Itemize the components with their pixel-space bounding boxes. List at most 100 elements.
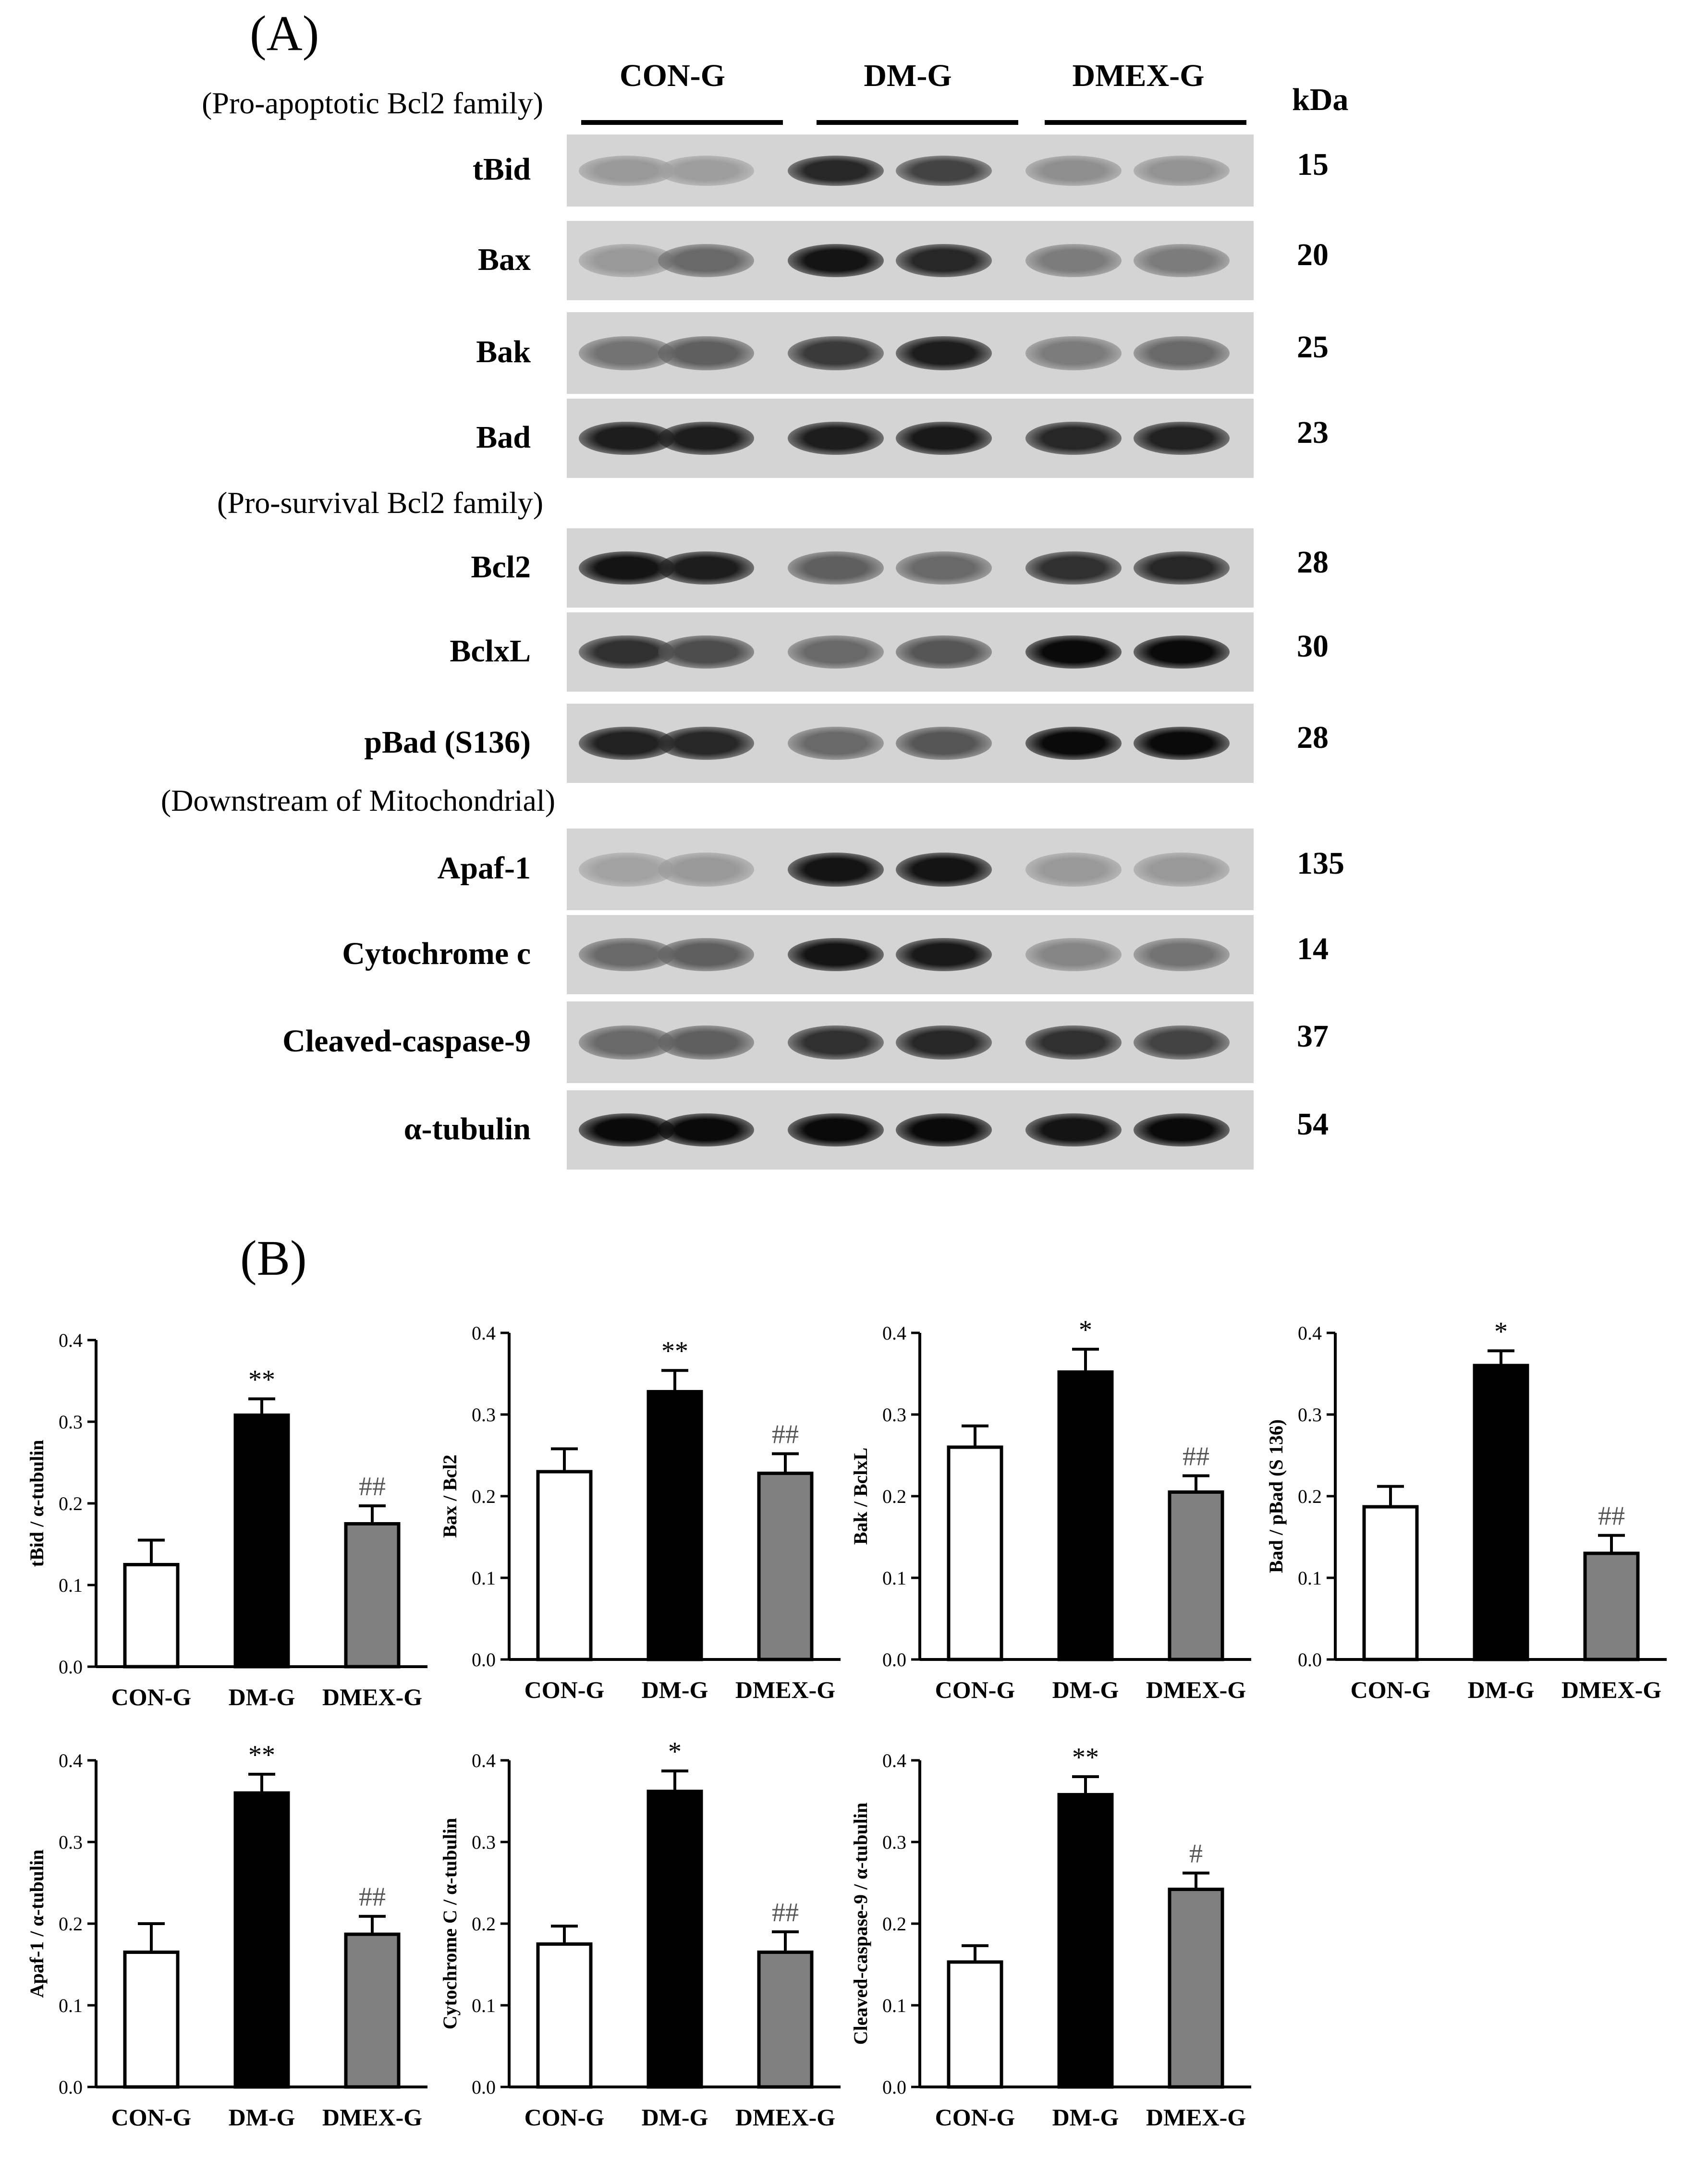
blot-kda: 28 <box>1297 544 1329 580</box>
y-tick-label: 0.2 <box>59 1913 83 1935</box>
bar-con-g <box>1362 1505 1419 1661</box>
blot-band <box>658 853 754 887</box>
blot-band <box>658 551 754 585</box>
y-tick-label: 0.2 <box>1298 1486 1322 1507</box>
blot-band <box>788 422 884 455</box>
group-line-con-g <box>581 120 783 125</box>
x-tick-label: DMEX-G <box>322 2104 422 2131</box>
y-tick-label: 0.4 <box>882 1750 906 1771</box>
blot-strip <box>567 829 1254 910</box>
significance-mark: ## <box>359 1472 386 1501</box>
section-label-pro-apoptotic: (Pro-apoptotic Bcl2 family) <box>202 86 543 120</box>
blot-band <box>788 727 884 760</box>
y-tick-label: 0.1 <box>59 1995 83 2016</box>
significance-mark: * <box>1079 1315 1092 1345</box>
blot-band <box>1025 727 1122 760</box>
blot-strip <box>567 612 1254 692</box>
blot-band <box>788 1025 884 1060</box>
blot-band <box>896 853 992 887</box>
y-tick-label: 0.4 <box>882 1322 906 1344</box>
section-label-downstream: (Downstream of Mitochondrial) <box>160 783 555 817</box>
x-tick-label: CON-G <box>935 2104 1015 2131</box>
bar-dm-g <box>647 1390 703 1661</box>
blot-strip <box>567 1001 1254 1083</box>
blot-kda: 37 <box>1297 1019 1329 1054</box>
blot-kda: 135 <box>1297 846 1344 881</box>
blot-band <box>1025 156 1122 186</box>
y-axis-label: Apaf-1 / α-tubulin <box>26 1849 48 1998</box>
blot-band <box>1025 244 1122 277</box>
x-tick-label: CON-G <box>525 2104 605 2131</box>
blot-band <box>1134 336 1230 370</box>
blot-label: pBad (S136) <box>364 724 531 760</box>
significance-mark: ## <box>1183 1442 1209 1472</box>
panel-b-letter: (B) <box>240 1231 307 1286</box>
x-tick-label: DMEX-G <box>1146 1676 1246 1703</box>
blot-band <box>896 1113 992 1147</box>
y-tick-label: 0.2 <box>472 1486 496 1507</box>
y-tick-label: 0.0 <box>882 2076 906 2098</box>
significance-mark: * <box>1494 1317 1508 1346</box>
blot-label: Bak <box>476 334 531 369</box>
bar-con-g <box>947 1960 1003 2089</box>
y-tick-label: 0.4 <box>59 1330 83 1351</box>
bar-dm-g <box>1057 1793 1114 2089</box>
y-axis-label: tBid / α-tubulin <box>26 1440 48 1567</box>
bar-dm-g <box>233 1413 290 1669</box>
x-tick-label: CON-G <box>525 1676 605 1703</box>
panel-a-letter: (A) <box>250 6 319 61</box>
blot-label: Cleaved-caspase-9 <box>282 1024 531 1059</box>
blot-band <box>1134 244 1230 277</box>
blot-strip <box>567 134 1254 207</box>
x-tick-label: DM-G <box>1052 2104 1119 2131</box>
blot-band <box>1025 938 1122 971</box>
y-tick-label: 0.3 <box>472 1831 496 1853</box>
significance-mark: ## <box>772 1898 799 1927</box>
y-axis-label: Bad / pBad (S 136) <box>1265 1419 1287 1573</box>
blot-label: α-tubulin <box>403 1111 531 1147</box>
x-tick-label: CON-G <box>111 1683 192 1710</box>
blot-band <box>658 156 754 186</box>
bar-dmex-g <box>757 1471 814 1661</box>
y-tick-label: 0.3 <box>59 1831 83 1853</box>
blot-band <box>1025 336 1122 370</box>
blot-band <box>896 422 992 455</box>
y-tick-label: 0.4 <box>472 1750 496 1771</box>
y-tick-label: 0.2 <box>472 1913 496 1935</box>
y-tick-label: 0.3 <box>1298 1404 1322 1426</box>
group-label-con-g: CON-G <box>620 58 725 93</box>
bar-dmex-g <box>1583 1551 1640 1661</box>
blot-band <box>658 422 754 455</box>
blot-band <box>1134 635 1230 669</box>
x-tick-label: DM-G <box>1052 1676 1119 1703</box>
blot-band <box>658 244 754 277</box>
blot-kda: 14 <box>1297 931 1329 966</box>
blot-kda: 25 <box>1297 329 1329 365</box>
blot-label: Bax <box>477 242 531 277</box>
blot-band <box>1134 938 1230 971</box>
x-tick-label: DMEX-G <box>1146 2104 1246 2131</box>
bar-dm-g <box>1057 1370 1114 1661</box>
blot-band <box>1134 156 1230 186</box>
bar-con-g <box>123 1951 180 2089</box>
blot-band <box>896 156 992 186</box>
y-axis-label: Cytochrome C / α-tubulin <box>439 1818 461 2030</box>
bar-dm-g <box>1473 1364 1529 1661</box>
x-tick-label: DMEX-G <box>322 1683 422 1710</box>
y-tick-label: 0.2 <box>59 1493 83 1514</box>
bar-dmex-g <box>344 1932 401 2089</box>
blot-label: tBid <box>472 152 531 187</box>
blot-band <box>658 938 754 971</box>
section-label-pro-survival: (Pro-survival Bcl2 family) <box>217 486 543 520</box>
blot-band <box>1025 422 1122 455</box>
blot-band <box>788 551 884 585</box>
y-tick-label: 0.3 <box>472 1404 496 1426</box>
significance-mark: ## <box>359 1882 386 1912</box>
blot-strip <box>567 915 1254 994</box>
blot-strip <box>567 528 1254 608</box>
blot-kda: 15 <box>1297 147 1329 182</box>
blot-band <box>1025 551 1122 585</box>
significance-mark: ** <box>248 1740 275 1770</box>
x-tick-label: DMEX-G <box>735 2104 835 2131</box>
blot-kda: 23 <box>1297 415 1329 450</box>
